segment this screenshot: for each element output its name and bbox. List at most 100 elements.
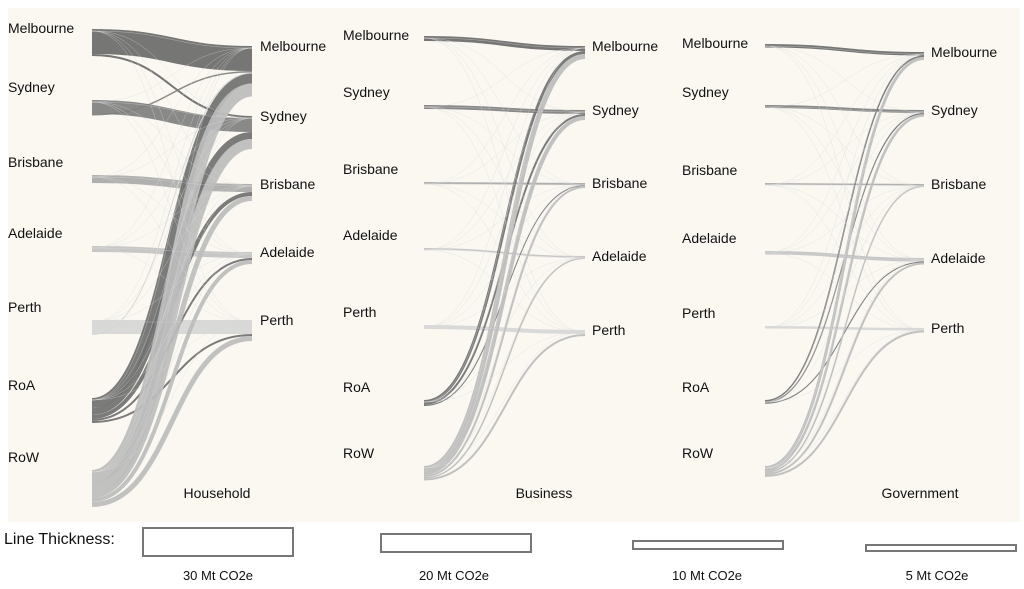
hairline-link: [91, 30, 253, 323]
hairline-link: [423, 331, 586, 469]
destination-label-melbourne: Melbourne: [260, 38, 326, 54]
destination-label-adelaide: Adelaide: [592, 248, 647, 264]
hairline-link: [91, 253, 253, 401]
hairline-link: [423, 257, 586, 403]
source-label-perth: Perth: [343, 304, 376, 320]
panel-title-business: Business: [516, 485, 573, 501]
source-label-adelaide: Adelaide: [343, 227, 398, 243]
hairline-link: [423, 47, 586, 403]
hairline-link: [423, 184, 586, 469]
legend-title: Line Thickness:: [4, 531, 115, 548]
hairline-link: [764, 185, 925, 403]
hairline-link: [764, 111, 925, 403]
source-label-brisbane: Brisbane: [343, 161, 398, 177]
flow-row-to-sydney: [423, 116, 586, 475]
hairline-link: [91, 176, 253, 255]
hairline-link: [423, 184, 586, 403]
panel-title-government: Government: [881, 485, 958, 501]
hairline-link: [764, 184, 925, 261]
hairline-link: [423, 47, 586, 469]
flow-row-to-melbourne: [90, 83, 254, 483]
source-label-roa: RoA: [343, 379, 371, 395]
source-label-sydney: Sydney: [8, 79, 55, 95]
hairline-link: [764, 106, 925, 331]
hairline-link: [91, 30, 253, 119]
hairline-link: [764, 259, 925, 469]
hairline-link: [91, 30, 253, 187]
hairline-link: [764, 329, 925, 469]
hairline-link: [91, 47, 253, 178]
flow-row-to-adelaide: [764, 262, 925, 475]
hairline-link: [764, 53, 925, 108]
hairline-link: [764, 252, 925, 331]
flow-row-to-brisbane: [423, 186, 586, 477]
hairline-link: [91, 47, 253, 473]
hairline-link: [91, 117, 253, 323]
hairline-link: [764, 185, 925, 469]
hairline-link: [423, 331, 586, 403]
flow-row-to-perth: [764, 330, 925, 477]
destination-label-sydney: Sydney: [260, 108, 307, 124]
hairline-link: [423, 257, 586, 469]
destination-label-brisbane: Brisbane: [592, 175, 647, 191]
flow-roa-to-melbourne: [91, 73, 253, 408]
hairline-link: [764, 111, 925, 186]
hairline-link: [91, 253, 253, 323]
destination-label-sydney: Sydney: [931, 102, 978, 118]
source-label-brisbane: Brisbane: [8, 154, 63, 170]
hairline-link: [764, 111, 925, 469]
destination-label-adelaide: Adelaide: [931, 250, 986, 266]
hairline-link: [764, 53, 925, 329]
legend-thickness-box-5: [865, 544, 1017, 552]
legend-label-30: 30 Mt CO2e: [182, 568, 254, 583]
hairline-link: [91, 247, 253, 323]
hairline-link: [91, 47, 253, 323]
source-label-roa: RoA: [682, 379, 710, 395]
destination-label-adelaide: Adelaide: [260, 244, 315, 260]
hairline-link: [423, 111, 586, 469]
panel-business: Melbourne Sydney Brisbane Adelaide Perth RoA R…: [343, 27, 658, 501]
hairline-link: [764, 45, 925, 113]
source-label-row: RoW: [8, 449, 40, 465]
hairline-link: [91, 101, 253, 187]
hairline-link: [423, 183, 586, 186]
hairline-link: [91, 247, 253, 255]
hairline-link: [91, 30, 253, 255]
legend-label-20: 20 Mt CO2e: [418, 568, 490, 583]
destination-label-perth: Perth: [260, 312, 293, 328]
hairline-link: [764, 53, 925, 469]
hairline-link: [764, 45, 925, 55]
hairline-link: [764, 111, 925, 254]
hairline-link: [423, 249, 586, 259]
panel-government: Melbourne Sydney Brisbane Adelaide Perth RoA R…: [682, 35, 997, 501]
destination-label-perth: Perth: [931, 320, 964, 336]
hairline-link: [423, 184, 586, 251]
hairline-link: [91, 321, 253, 401]
hairline-link: [423, 183, 586, 259]
hairline-link: [764, 53, 925, 403]
hairline-link: [423, 37, 586, 186]
hairline-link: [764, 106, 925, 187]
hairline-link: [423, 47, 586, 251]
hairline-link: [91, 176, 253, 323]
hairline-link: [91, 176, 253, 187]
hairline-link: [423, 184, 586, 328]
flow-sydney-to-sydney: [764, 105, 925, 113]
hairline-link: [423, 47, 586, 108]
flow-row-to-sydney: [764, 114, 925, 472]
hairline-link: [91, 253, 253, 473]
hairline-link: [91, 185, 253, 323]
legend-thickness-box-10: [632, 540, 784, 550]
hairline-link: [91, 185, 253, 401]
source-label-melbourne: Melbourne: [343, 27, 409, 43]
flow-sydney-to-melbourne: [91, 71, 253, 116]
legend-label-10: 10 Mt CO2e: [671, 568, 743, 583]
hairline-link: [423, 37, 586, 49]
hairline-link: [91, 101, 253, 255]
flow-row-to-adelaide: [91, 260, 253, 502]
destination-label-perth: Perth: [592, 322, 625, 338]
source-label-melbourne: Melbourne: [8, 20, 74, 36]
hairline-link: [764, 53, 925, 254]
source-label-brisbane: Brisbane: [682, 162, 737, 178]
